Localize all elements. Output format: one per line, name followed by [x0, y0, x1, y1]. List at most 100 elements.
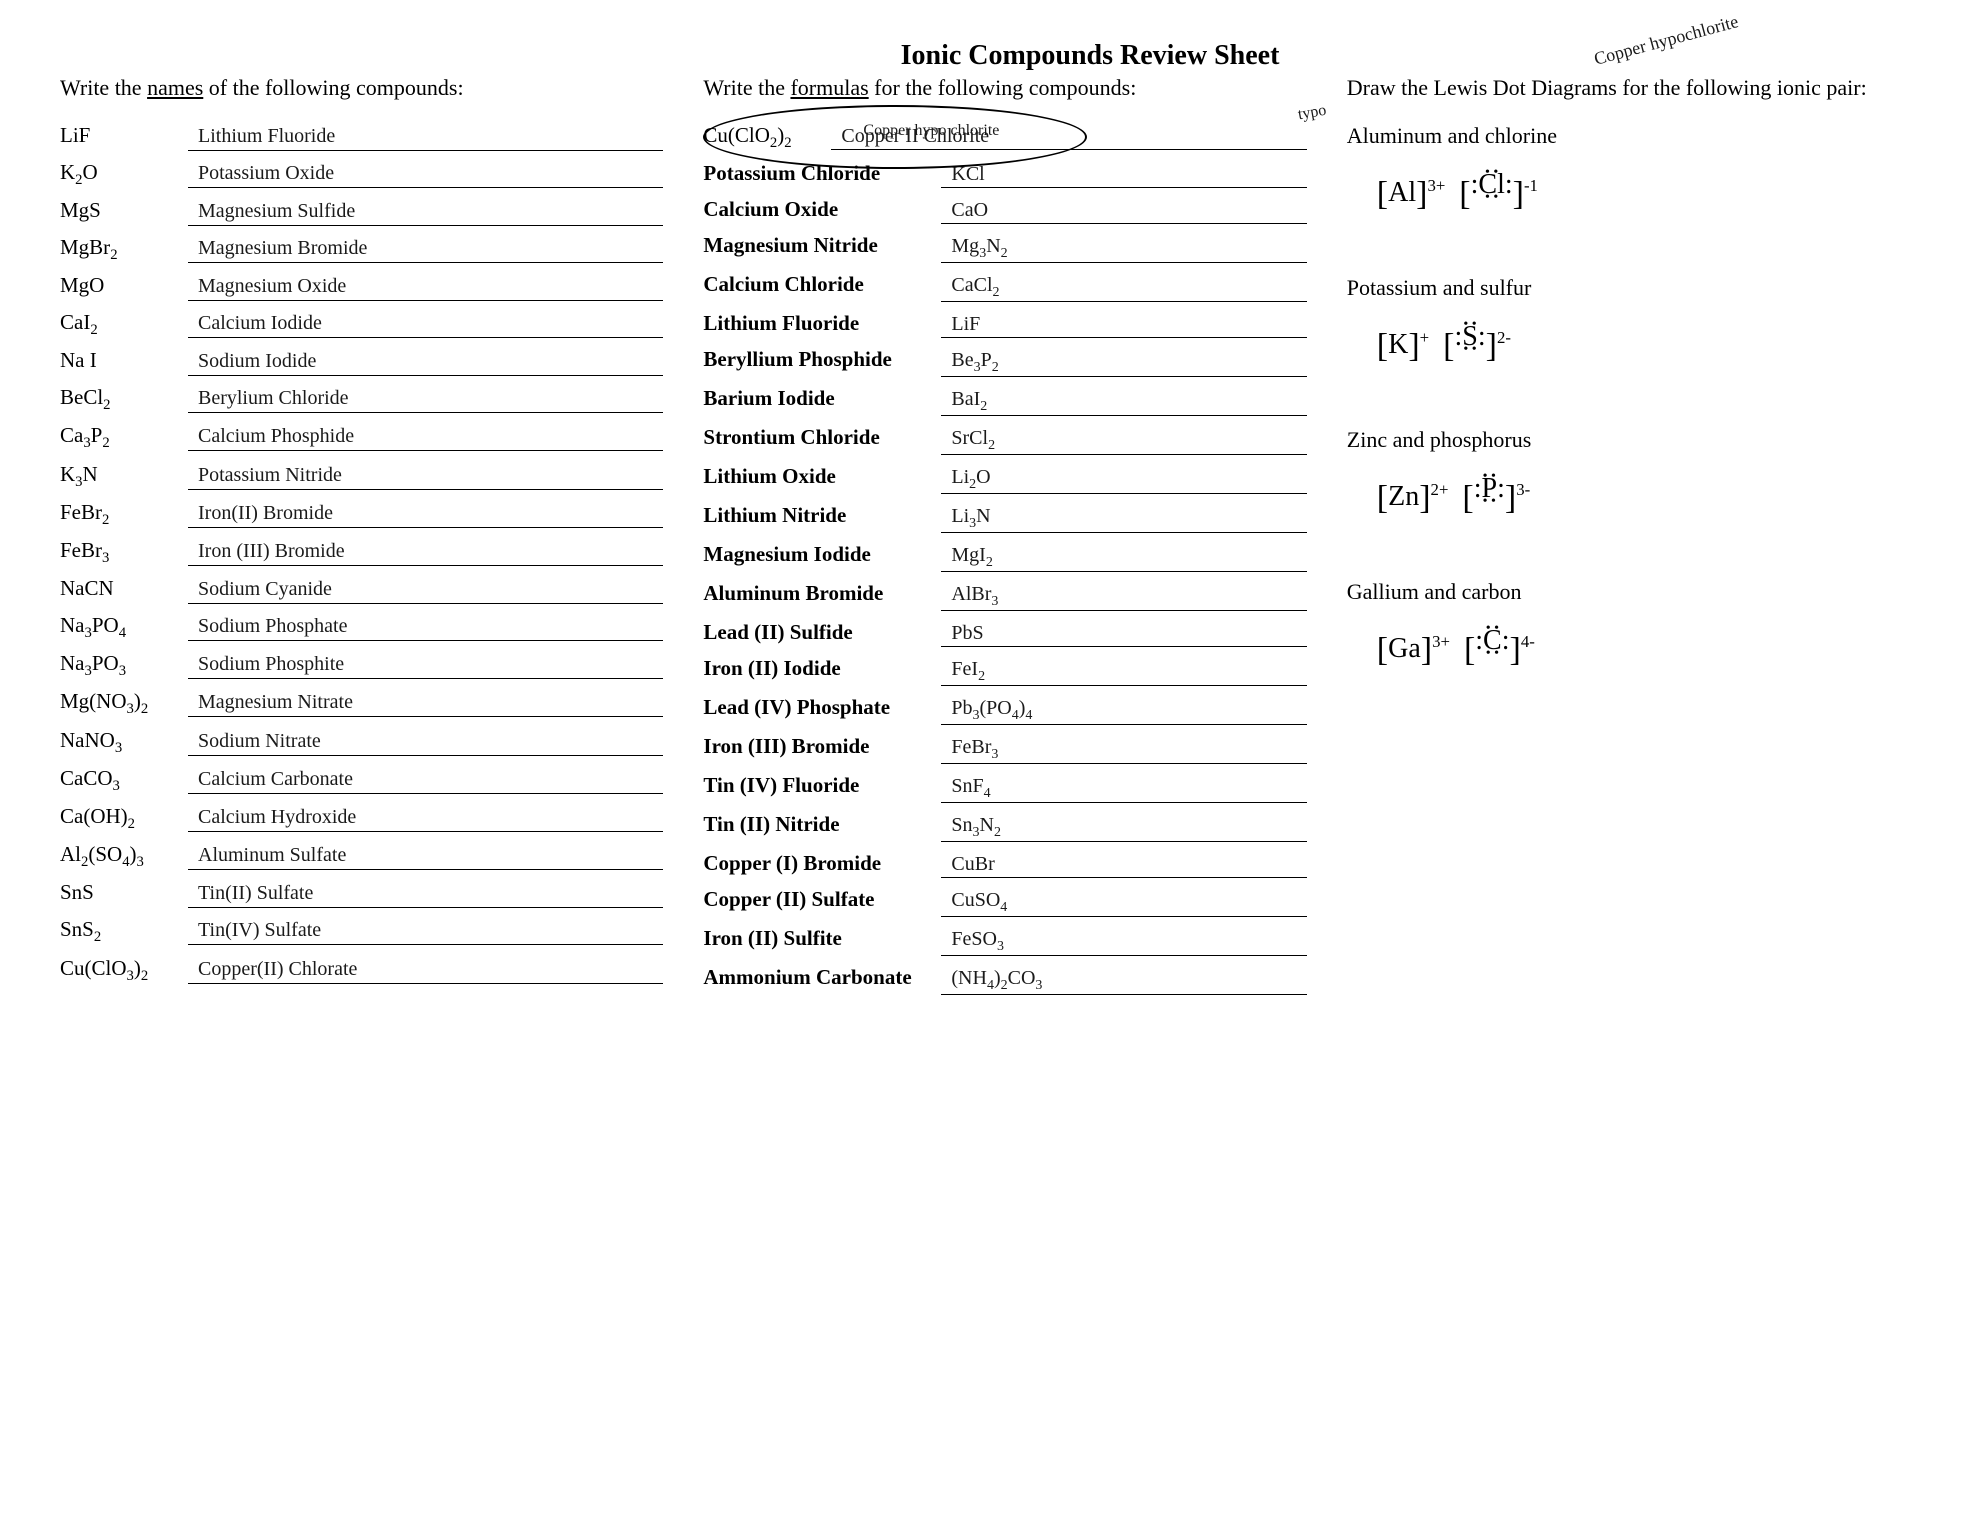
col2-answer: CuSO4 [941, 889, 1306, 917]
col1-formula-label: MgBr2 [60, 235, 188, 264]
col1-answer: Magnesium Bromide [188, 237, 663, 263]
col2-name-label: Lithium Fluoride [703, 311, 941, 336]
col1-formula-label: CaCO3 [60, 766, 188, 795]
lewis-diagram: [Ga]3+ [• •:C:• •]4- [1347, 625, 1920, 671]
col2-row: Calcium OxideCaO [703, 197, 1306, 224]
col1-answer: Potassium Oxide [188, 162, 663, 188]
col2-answer: FeI2 [941, 658, 1306, 686]
col1-formula-label: MgO [60, 273, 188, 298]
col1-row: SnSTin(II) Sulfate [60, 880, 663, 908]
lewis-pair-title: Potassium and sulfur [1347, 275, 1920, 301]
col1-row: MgOMagnesium Oxide [60, 273, 663, 301]
col2-name-label: Beryllium Phosphide [703, 347, 941, 372]
col2-name-label: Strontium Chloride [703, 425, 941, 450]
col3-sections-container: Aluminum and chlorine[Al]3+ [• •:Cl:• •]… [1347, 123, 1920, 672]
lewis-section: Gallium and carbon [Ga]3+ [• •:C:• •]4- [1347, 579, 1920, 671]
col2-answer: Sn3N2 [941, 814, 1306, 842]
annotation-typo: typo [1297, 102, 1328, 125]
col1-answer: Calcium Iodide [188, 312, 663, 338]
col2-row: Iron (II) SulfiteFeSO3 [703, 926, 1306, 956]
col1-row: Al2(SO4)3Aluminum Sulfate [60, 842, 663, 871]
col2-row: Potassium ChlorideKCl [703, 161, 1306, 188]
col1-row: MgSMagnesium Sulfide [60, 198, 663, 226]
col2-answer: PbS [941, 622, 1306, 647]
col2-row: Iron (III) BromideFeBr3 [703, 734, 1306, 764]
col2-first-row: Cu(ClO2)2 Copper II Chlorite [703, 123, 1306, 152]
column-names: Write the names of the following compoun… [60, 74, 663, 994]
col2-row: Tin (II) NitrideSn3N2 [703, 812, 1306, 842]
col1-formula-label: MgS [60, 198, 188, 223]
col2-answer: FeBr3 [941, 736, 1306, 764]
col2-first-answer: Copper II Chlorite [831, 125, 1306, 150]
col2-answer: CaCl2 [941, 274, 1306, 302]
col2-name-label: Tin (II) Nitride [703, 812, 941, 837]
col1-formula-label: FeBr3 [60, 538, 188, 567]
col1-row: Cu(ClO3)2Copper(II) Chlorate [60, 956, 663, 985]
col1-row: K2OPotassium Oxide [60, 160, 663, 189]
col1-answer: Sodium Nitrate [188, 730, 663, 756]
lewis-diagram: [Al]3+ [• •:Cl:• •]-1 [1347, 169, 1920, 215]
col2-rows-container: Potassium ChlorideKCl Calcium OxideCaO Mag… [703, 161, 1306, 995]
col2-name-label: Potassium Chloride [703, 161, 941, 186]
col2-instructions: Write the formulas for the following com… [703, 74, 1306, 103]
col1-answer: Calcium Carbonate [188, 768, 663, 794]
col2-row: Lead (IV) PhosphatePb3(PO4)4 [703, 695, 1306, 725]
col1-row: MgBr2Magnesium Bromide [60, 235, 663, 264]
col1-row: Na3PO4Sodium Phosphate [60, 613, 663, 642]
col2-answer: LiF [941, 313, 1306, 338]
col2-answer: Mg3N2 [941, 235, 1306, 263]
col2-answer: Li2O [941, 466, 1306, 494]
col1-answer: Iron (III) Bromide [188, 540, 663, 566]
col2-row: Aluminum BromideAlBr3 [703, 581, 1306, 611]
col1-formula-label: Cu(ClO3)2 [60, 956, 188, 985]
col1-answer: Sodium Iodide [188, 350, 663, 376]
col1-answer: Calcium Hydroxide [188, 806, 663, 832]
lewis-pair-title: Gallium and carbon [1347, 579, 1920, 605]
col2-name-label: Lead (IV) Phosphate [703, 695, 941, 720]
col2-answer: Li3N [941, 505, 1306, 533]
col3-instructions: Draw the Lewis Dot Diagrams for the foll… [1347, 74, 1920, 103]
col1-row: Mg(NO3)2Magnesium Nitrate [60, 689, 663, 718]
col1-row: SnS2Tin(IV) Sulfate [60, 917, 663, 946]
col1-answer: Tin(IV) Sulfate [188, 919, 663, 945]
col2-answer: CuBr [941, 853, 1306, 878]
col2-row: Lithium FluorideLiF [703, 311, 1306, 338]
lewis-pair-title: Zinc and phosphorus [1347, 427, 1920, 453]
col1-formula-label: K2O [60, 160, 188, 189]
col2-name-label: Iron (II) Sulfite [703, 926, 941, 951]
col1-instructions: Write the names of the following compoun… [60, 74, 663, 103]
col2-row: Barium IodideBaI2 [703, 386, 1306, 416]
column-lewis: Draw the Lewis Dot Diagrams for the foll… [1347, 74, 1920, 731]
col2-row: Tin (IV) FluorideSnF4 [703, 773, 1306, 803]
col1-row: BeCl2Berylium Chloride [60, 385, 663, 414]
lewis-section: Zinc and phosphorus[Zn]2+ [• •:P:• •]3- [1347, 427, 1920, 519]
col1-answer: Berylium Chloride [188, 387, 663, 413]
col1-row: Ca3P2Calcium Phosphide [60, 423, 663, 452]
col2-name-label: Magnesium Iodide [703, 542, 941, 567]
col2-answer: SnF4 [941, 775, 1306, 803]
col1-row: NaNO3Sodium Nitrate [60, 728, 663, 757]
col2-answer: MgI2 [941, 544, 1306, 572]
col1-formula-label: Ca3P2 [60, 423, 188, 452]
col2-name-label: Copper (I) Bromide [703, 851, 941, 876]
col2-instr-prefix: Write the [703, 75, 790, 100]
col2-row: Magnesium NitrideMg3N2 [703, 233, 1306, 263]
col1-answer: Sodium Phosphate [188, 615, 663, 641]
col2-answer: AlBr3 [941, 583, 1306, 611]
col1-answer: Magnesium Sulfide [188, 200, 663, 226]
col1-row: FeBr3Iron (III) Bromide [60, 538, 663, 567]
col2-name-label: Calcium Chloride [703, 272, 941, 297]
col1-formula-label: LiF [60, 123, 188, 148]
col1-formula-label: K3N [60, 462, 188, 491]
col2-instr-underlined: formulas [790, 75, 868, 100]
col1-instr-suffix: of the following compounds: [203, 75, 463, 100]
col1-formula-label: BeCl2 [60, 385, 188, 414]
col2-name-label: Iron (II) Iodide [703, 656, 941, 681]
main-columns: Write the names of the following compoun… [60, 74, 1920, 1004]
col1-answer: Iron(II) Bromide [188, 502, 663, 528]
col1-row: CaI2Calcium Iodide [60, 310, 663, 339]
col2-answer: Be3P2 [941, 349, 1306, 377]
col1-answer: Sodium Cyanide [188, 578, 663, 604]
col1-row: Ca(OH)2Calcium Hydroxide [60, 804, 663, 833]
col2-name-label: Copper (II) Sulfate [703, 887, 941, 912]
